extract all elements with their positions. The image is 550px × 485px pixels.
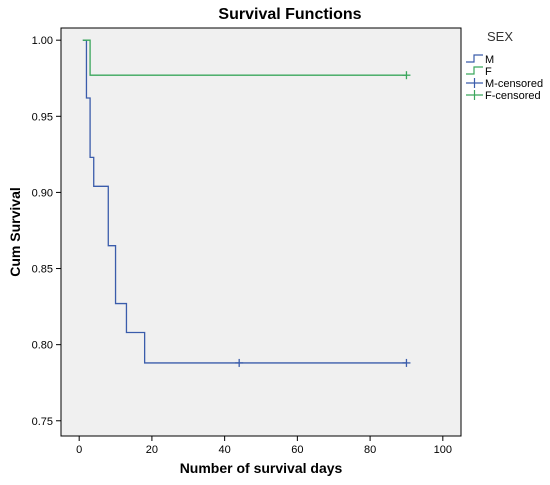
y-tick-label: 0.80 xyxy=(32,340,53,352)
x-tick-label: 80 xyxy=(364,444,376,456)
m-censored-marker xyxy=(235,358,244,367)
legend-swatch xyxy=(466,66,483,75)
x-axis-label: Number of survival days xyxy=(180,460,343,476)
f-censored-marker xyxy=(402,71,411,80)
x-tick-label: 100 xyxy=(434,444,452,456)
y-tick-label: 1.00 xyxy=(32,35,53,47)
legend-label: F-censored xyxy=(485,90,541,102)
y-tick-label: 0.90 xyxy=(32,187,53,199)
chart-title: Survival Functions xyxy=(218,6,361,23)
legend-item-m-censored: M-censored xyxy=(466,78,543,90)
y-tick-label: 0.75 xyxy=(32,416,53,428)
survival-line-m xyxy=(82,39,407,364)
legend-label: M-censored xyxy=(485,78,543,90)
legend-title: SEX xyxy=(487,29,513,44)
y-axis-label: Cum Survival xyxy=(7,187,23,276)
x-tick-label: 0 xyxy=(76,444,82,456)
legend-item-f: F xyxy=(466,66,492,78)
x-tick-label: 20 xyxy=(146,444,158,456)
plot-area xyxy=(60,27,462,437)
legend-label: M xyxy=(485,54,494,66)
legend-swatch xyxy=(466,54,483,63)
axes: 0 20 40 60 80 100 0.75 0.80 0.85 0.90 0.95 1.00 xyxy=(32,35,452,456)
x-tick-label: 60 xyxy=(291,444,303,456)
m-censored-marker xyxy=(402,358,411,367)
legend-item-f-censored: F-censored xyxy=(466,90,541,102)
x-tick-label: 40 xyxy=(219,444,231,456)
legend-item-m: M xyxy=(466,54,494,66)
series-layer xyxy=(82,39,411,367)
y-tick-label: 0.85 xyxy=(32,264,53,276)
survival-line-f xyxy=(82,39,407,76)
legend-label: F xyxy=(485,66,492,78)
y-tick-label: 0.95 xyxy=(32,111,53,123)
